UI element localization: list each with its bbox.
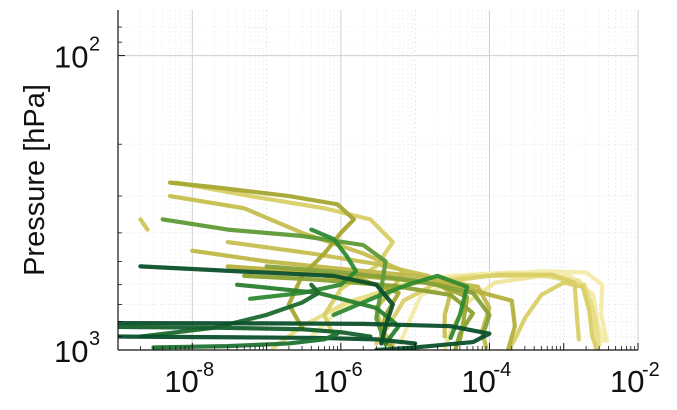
profile-line: [118, 324, 373, 339]
y-tick-exponent: 3: [89, 328, 100, 350]
profile-line: [160, 217, 388, 347]
profile-line: [331, 273, 470, 341]
y-tick-exponent: 2: [89, 34, 100, 56]
profile-line: [234, 282, 401, 346]
profile-line: [173, 180, 395, 339]
x-tick-base: 10: [164, 364, 198, 399]
x-tick-exponent: -6: [345, 359, 363, 381]
x-tick-label: 10-6: [313, 359, 363, 399]
x-tick-base: 10: [610, 364, 644, 399]
series-layer: [118, 180, 609, 350]
x-tick-label: 10-2: [610, 359, 660, 399]
x-tick-exponent: -8: [196, 359, 214, 381]
x-tick-exponent: -4: [493, 359, 511, 381]
profile-line: [225, 264, 517, 350]
y-tick-label: 10 3: [54, 328, 100, 369]
y-tick-base: 10: [54, 334, 88, 369]
profile-line: [138, 264, 395, 346]
profile-line: [398, 269, 609, 346]
x-tick-base: 10: [313, 364, 347, 399]
profile-line: [138, 217, 150, 232]
profile-line: [374, 272, 581, 346]
profile-line: [506, 280, 600, 350]
x-tick-base: 10: [461, 364, 495, 399]
profile-line: [242, 273, 476, 350]
profile-line: [151, 331, 340, 350]
x-tick-label: 10-4: [461, 359, 511, 399]
y-axis-label: Pressure [hPa]: [19, 84, 51, 276]
profile-line: [118, 320, 492, 350]
y-tick-base: 10: [54, 40, 88, 75]
x-tick-exponent: -2: [642, 359, 660, 381]
x-tick-label: 10-8: [164, 359, 214, 399]
y-tick-label: 10 2: [54, 34, 100, 75]
profile-line: [264, 264, 492, 339]
profile-line: [225, 239, 453, 339]
